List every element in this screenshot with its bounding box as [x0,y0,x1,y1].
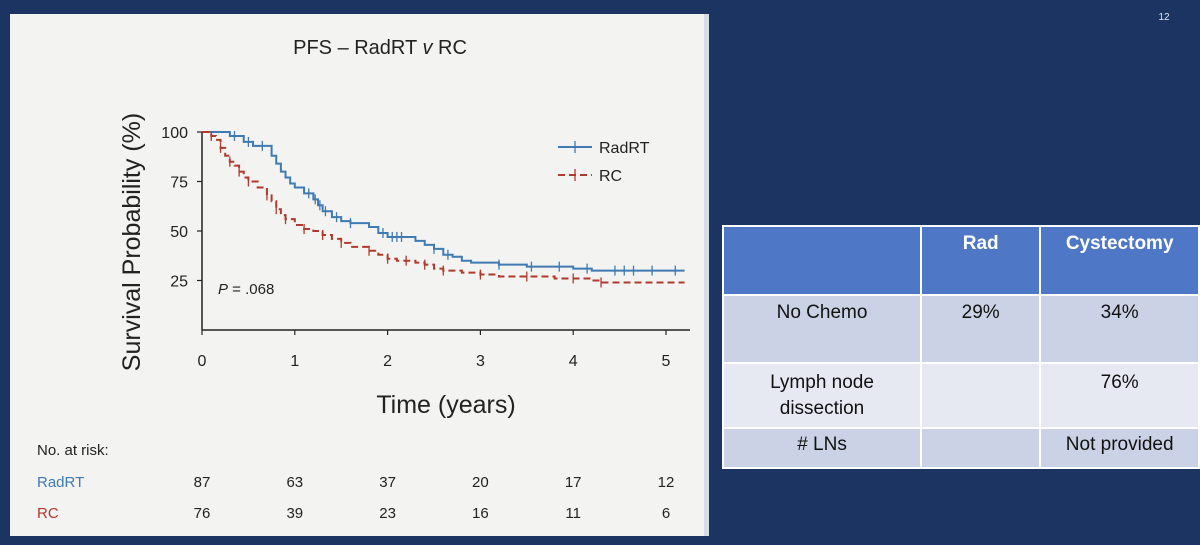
x-tick-label: 2 [383,353,392,370]
risk-count-radrt: 17 [565,474,582,491]
risk-count-radrt: 63 [286,474,303,491]
header-cell-cystectomy: Cystectomy [1039,225,1200,296]
x-tick-label: 1 [290,353,299,370]
legend: RadRT RC [558,140,650,185]
row-label-cell: No Chemo [721,294,923,364]
table-cell: 34% [1039,294,1200,364]
legend-label-radrt: RadRT [599,140,650,157]
slide-number: 12 [1158,12,1170,23]
y-axis-label: Survival Probability (%) [118,113,146,371]
x-tick-label: 5 [662,353,671,370]
risk-count-radrt: 12 [658,474,675,491]
table-header-row: Rad Cystectomy [721,225,1200,296]
table-cell: 29% [920,294,1042,364]
x-axis-label: Time (years) [376,391,515,419]
plot-series [202,130,685,288]
table-cell [920,362,1042,429]
risk-count-rc: 39 [286,505,303,522]
table-row: No Chemo 29% 34% [721,294,1200,364]
y-tick-label: 75 [170,175,188,192]
risk-count-radrt: 20 [472,474,489,491]
table-row: Lymph node dissection 76% [721,362,1200,429]
comparison-table: Rad Cystectomy No Chemo 29% 34% Lymph no… [721,225,1200,469]
risk-count-rc: 76 [194,505,211,522]
x-tick-label: 4 [569,353,578,370]
table-row: # LNs Not provided [721,427,1200,469]
risk-count-radrt: 37 [379,474,396,491]
table-cell: Not provided [1039,427,1200,469]
risk-count-rc: 11 [565,505,581,522]
risk-count-rc: 23 [379,505,396,522]
risk-count-rc: 6 [662,505,670,522]
x-ticks: 0 1 2 3 4 5 [198,330,671,370]
risk-count-rc: 16 [472,505,489,522]
y-tick-label: 25 [170,274,188,291]
panel-divider [704,14,709,536]
x-tick-label: 0 [198,353,207,370]
row-label-cell: Lymph node dissection [721,362,923,429]
risk-row-label-rc: RC [37,505,59,522]
table-cell: 76% [1039,362,1200,429]
header-cell-empty [721,225,923,296]
legend-label-rc: RC [599,168,622,185]
y-tick-label: 100 [161,125,188,142]
risk-table-header: No. at risk: [37,442,109,459]
header-cell-rad: Rad [920,225,1042,296]
table-cell [920,427,1042,469]
y-tick-label: 50 [170,224,188,241]
p-value-annotation: P = .068 [218,281,274,298]
x-tick-label: 3 [476,353,485,370]
y-ticks: 25 50 75 100 [161,125,202,291]
risk-count-radrt: 87 [194,474,211,491]
plot-axes [201,132,690,331]
row-label-cell: # LNs [721,427,923,469]
risk-table: RadRT 87 63 37 20 17 12 RC 76 39 23 16 11 6 [37,474,674,522]
chart-title: PFS – RadRT v RC [293,37,467,59]
risk-row-label-radrt: RadRT [37,474,84,491]
